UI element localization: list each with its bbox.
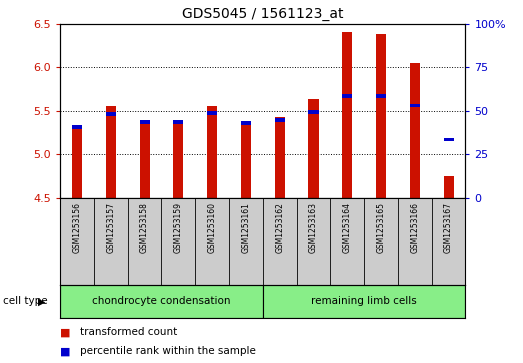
Bar [173, 120, 184, 124]
Bar [342, 94, 353, 98]
Bar [72, 125, 82, 129]
Bar [342, 32, 353, 198]
Bar [207, 106, 217, 198]
Text: GSM1253164: GSM1253164 [343, 202, 352, 253]
Bar [410, 103, 420, 107]
Bar [207, 111, 217, 115]
Bar [275, 117, 285, 198]
Bar [410, 63, 420, 198]
Text: cell type: cell type [3, 296, 47, 306]
Bar [173, 121, 184, 198]
Title: GDS5045 / 1561123_at: GDS5045 / 1561123_at [182, 7, 344, 21]
Bar [309, 99, 319, 198]
Bar [444, 138, 453, 142]
Bar [241, 122, 251, 198]
Bar [241, 121, 251, 125]
Bar [140, 121, 150, 198]
Bar [263, 285, 465, 318]
Text: ■: ■ [60, 327, 71, 337]
Bar [106, 112, 116, 116]
Text: GSM1253158: GSM1253158 [140, 202, 149, 253]
Bar [376, 94, 386, 98]
Text: GSM1253157: GSM1253157 [106, 202, 115, 253]
Bar [376, 34, 386, 198]
Text: percentile rank within the sample: percentile rank within the sample [80, 346, 256, 356]
Text: GSM1253166: GSM1253166 [411, 202, 419, 253]
Text: GSM1253162: GSM1253162 [275, 202, 284, 253]
Text: ▶: ▶ [38, 296, 46, 306]
Bar [309, 110, 319, 114]
Text: GSM1253156: GSM1253156 [73, 202, 82, 253]
Bar [275, 118, 285, 122]
Text: remaining limb cells: remaining limb cells [311, 296, 417, 306]
Bar [60, 285, 263, 318]
Text: GSM1253161: GSM1253161 [242, 202, 251, 253]
Bar [140, 120, 150, 124]
Text: ■: ■ [60, 346, 71, 356]
Text: GSM1253167: GSM1253167 [444, 202, 453, 253]
Text: GSM1253165: GSM1253165 [377, 202, 385, 253]
Bar [106, 106, 116, 198]
Text: GSM1253160: GSM1253160 [208, 202, 217, 253]
Text: chondrocyte condensation: chondrocyte condensation [92, 296, 231, 306]
Bar [444, 176, 453, 198]
Text: transformed count: transformed count [80, 327, 177, 337]
Text: GSM1253159: GSM1253159 [174, 202, 183, 253]
Bar [72, 126, 82, 198]
Text: GSM1253163: GSM1253163 [309, 202, 318, 253]
